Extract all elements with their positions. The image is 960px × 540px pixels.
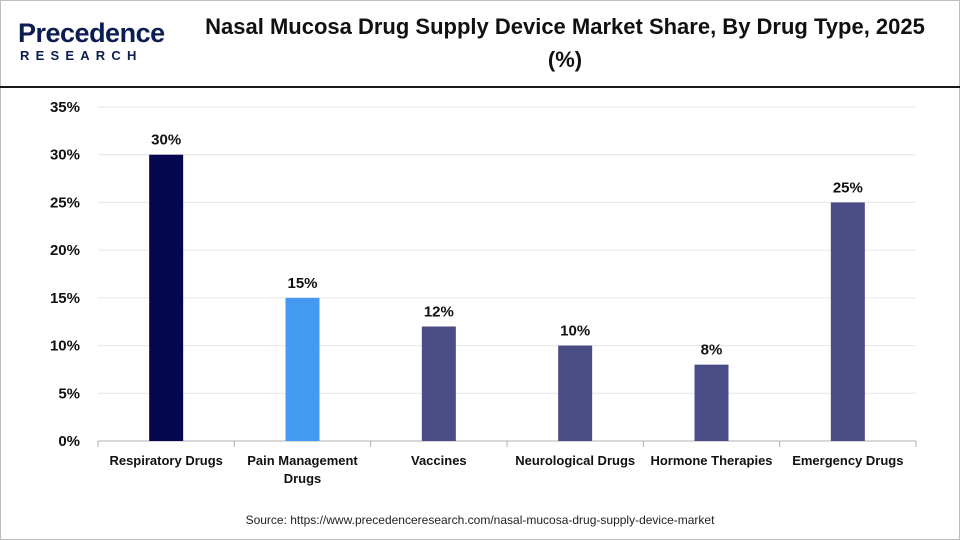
data-label: 12% xyxy=(424,303,454,320)
data-label: 30% xyxy=(151,132,181,149)
y-tick-label: 25% xyxy=(50,194,80,211)
y-tick-label: 30% xyxy=(50,147,80,164)
data-label: 25% xyxy=(833,179,863,196)
bar xyxy=(421,326,456,441)
bar xyxy=(558,345,593,441)
x-tick-label: Vaccines xyxy=(411,453,467,468)
y-tick-label: 15% xyxy=(50,290,80,307)
y-tick-label: 35% xyxy=(50,99,80,116)
x-tick-label: Hormone Therapies xyxy=(650,453,772,468)
y-tick-label: 10% xyxy=(50,338,80,355)
bar xyxy=(694,364,729,441)
x-tick-label: Emergency Drugs xyxy=(792,453,903,468)
x-tick-label: Pain Management xyxy=(247,453,358,468)
logo-wordmark: Precedence xyxy=(18,18,165,48)
chart-title: Nasal Mucosa Drug Supply Device Market S… xyxy=(205,14,925,72)
x-tick-label: Drugs xyxy=(284,471,322,486)
bar xyxy=(285,297,320,441)
bar xyxy=(149,154,184,441)
y-tick-label: 0% xyxy=(58,433,80,450)
source-note: Source: https://www.precedenceresearch.c… xyxy=(245,513,715,527)
data-label: 15% xyxy=(287,275,317,292)
header: Precedence RESEARCH Nasal Mucosa Drug Su… xyxy=(0,0,960,88)
x-tick-label: Respiratory Drugs xyxy=(109,453,222,468)
data-label: 10% xyxy=(560,323,590,340)
bar xyxy=(830,202,865,441)
logo-subtitle: RESEARCH xyxy=(20,48,143,63)
bar-chart: 0% 5% 10% 15% 20% 25% 30% 35% 30% Respiratory Dru… xyxy=(50,99,917,486)
y-tick-label: 5% xyxy=(58,385,80,402)
brand-logo: Precedence RESEARCH xyxy=(18,18,168,68)
data-label: 8% xyxy=(701,342,723,359)
y-tick-label: 20% xyxy=(50,242,80,259)
x-tick-label: Neurological Drugs xyxy=(515,453,635,468)
